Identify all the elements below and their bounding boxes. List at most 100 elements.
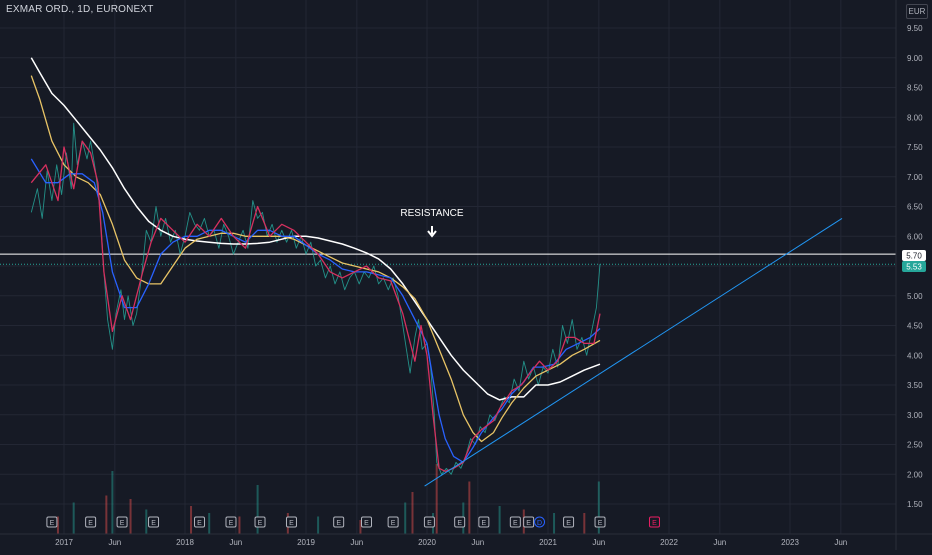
volume-bar bbox=[404, 502, 407, 534]
earnings-marker[interactable] bbox=[333, 516, 345, 528]
earnings-marker-label: E bbox=[391, 520, 396, 527]
earnings-marker[interactable] bbox=[148, 516, 160, 528]
earnings-marker[interactable] bbox=[509, 516, 521, 528]
earnings-marker-label: E bbox=[258, 520, 263, 527]
ma-slow-line bbox=[30, 75, 601, 443]
earnings-marker[interactable] bbox=[85, 516, 97, 528]
dividend-marker[interactable] bbox=[534, 516, 546, 528]
ma-mid-line bbox=[30, 158, 601, 463]
y-tick-label: 7.50 bbox=[907, 143, 923, 152]
earnings-marker-label: E bbox=[336, 520, 341, 527]
y-tick-label: 6.50 bbox=[907, 203, 923, 212]
symbol-title: EXMAR ORD., 1D, EURONEXT bbox=[6, 4, 154, 15]
x-tick-label: Jun bbox=[713, 538, 726, 547]
earnings-marker[interactable] bbox=[116, 516, 128, 528]
x-tick-label: Jun bbox=[350, 538, 363, 547]
y-tick-label: 5.00 bbox=[907, 292, 923, 301]
volume-bar bbox=[498, 506, 501, 534]
y-tick-label: 4.50 bbox=[907, 322, 923, 331]
volume-bar bbox=[256, 485, 259, 534]
currency-button[interactable]: EUR bbox=[906, 4, 928, 19]
volume-bar bbox=[317, 516, 320, 534]
earnings-marker[interactable] bbox=[46, 516, 58, 528]
ma-long-line bbox=[30, 57, 601, 401]
earnings-marker-label: E bbox=[151, 520, 156, 527]
volume-bar bbox=[105, 495, 108, 534]
x-tick-label: 2020 bbox=[418, 538, 436, 547]
volume-bar bbox=[411, 492, 414, 534]
x-tick-label: 2021 bbox=[539, 538, 557, 547]
x-tick-label: Jun bbox=[834, 538, 847, 547]
x-tick-label: 2023 bbox=[781, 538, 799, 547]
x-tick-label: Jun bbox=[471, 538, 484, 547]
y-tick-label: 8.50 bbox=[907, 84, 923, 93]
volume-bar bbox=[111, 471, 114, 534]
y-tick-label: 1.50 bbox=[907, 500, 923, 509]
volume-bar bbox=[238, 516, 241, 534]
earnings-marker-label: E bbox=[652, 520, 657, 527]
earnings-marker[interactable] bbox=[454, 516, 466, 528]
arrow-down-icon bbox=[427, 226, 437, 238]
series-lines bbox=[0, 57, 896, 487]
x-tick-label: Jun bbox=[108, 538, 121, 547]
volume-bar bbox=[597, 481, 600, 534]
y-tick-label: 3.00 bbox=[907, 411, 923, 420]
volume-bar bbox=[190, 506, 193, 534]
y-tick-label: 2.00 bbox=[907, 470, 923, 479]
earnings-marker-label: E bbox=[526, 520, 531, 527]
ma-fast-line bbox=[30, 140, 601, 472]
earnings-marker-label: E bbox=[88, 520, 93, 527]
earnings-marker[interactable] bbox=[285, 516, 297, 528]
earnings-marker-label: E bbox=[482, 520, 487, 527]
earnings-marker-label: E bbox=[598, 520, 603, 527]
y-tick-label: 9.50 bbox=[907, 24, 923, 33]
x-tick-label: 2022 bbox=[660, 538, 678, 547]
earnings-marker-label: E bbox=[197, 520, 202, 527]
y-tick-label: 4.00 bbox=[907, 351, 923, 360]
earnings-marker[interactable] bbox=[523, 516, 535, 528]
volume-bar bbox=[468, 481, 471, 534]
earnings-marker[interactable] bbox=[594, 516, 606, 528]
resistance-label: RESISTANCE bbox=[400, 208, 463, 219]
earnings-marker[interactable] bbox=[563, 516, 575, 528]
earnings-marker[interactable] bbox=[361, 516, 372, 528]
earnings-marker-label: E bbox=[50, 520, 55, 527]
earnings-marker-label: E bbox=[364, 520, 369, 527]
earnings-marker[interactable] bbox=[648, 516, 660, 528]
volume-bar bbox=[56, 516, 59, 534]
earnings-marker-label: E bbox=[427, 520, 432, 527]
last-price-box bbox=[902, 261, 926, 272]
x-tick-label: Jun bbox=[592, 538, 605, 547]
earnings-marker-label: E bbox=[120, 520, 125, 527]
earnings-marker[interactable] bbox=[423, 516, 435, 528]
earnings-marker[interactable] bbox=[225, 516, 237, 528]
y-tick-label: 7.00 bbox=[907, 173, 923, 182]
y-tick-label: 3.50 bbox=[907, 381, 923, 390]
earnings-marker[interactable] bbox=[387, 516, 399, 528]
earnings-marker[interactable] bbox=[478, 516, 490, 528]
volume-bar bbox=[208, 513, 211, 534]
volume-bar bbox=[129, 499, 132, 534]
x-tick-label: 2018 bbox=[176, 538, 194, 547]
grid bbox=[0, 0, 896, 534]
earnings-marker-label: E bbox=[566, 520, 571, 527]
support-trendline bbox=[424, 217, 843, 487]
resistance-price-label: 5.70 bbox=[906, 252, 922, 261]
volume-bar bbox=[72, 502, 75, 534]
volume-bar bbox=[145, 509, 148, 534]
earnings-marker[interactable] bbox=[194, 516, 206, 528]
x-tick-label: 2019 bbox=[297, 538, 315, 547]
y-tick-label: 2.50 bbox=[907, 441, 923, 450]
y-tick-label: 6.00 bbox=[907, 232, 923, 241]
earnings-marker-label: E bbox=[513, 520, 518, 527]
earnings-marker-label: E bbox=[229, 520, 234, 527]
annotations: RESISTANCE bbox=[400, 208, 464, 238]
earnings-marker[interactable] bbox=[254, 516, 266, 528]
price-labels: 5.70 5.53 bbox=[902, 250, 926, 272]
earnings-marker-label: E bbox=[289, 520, 294, 527]
volume-bar bbox=[359, 520, 362, 534]
